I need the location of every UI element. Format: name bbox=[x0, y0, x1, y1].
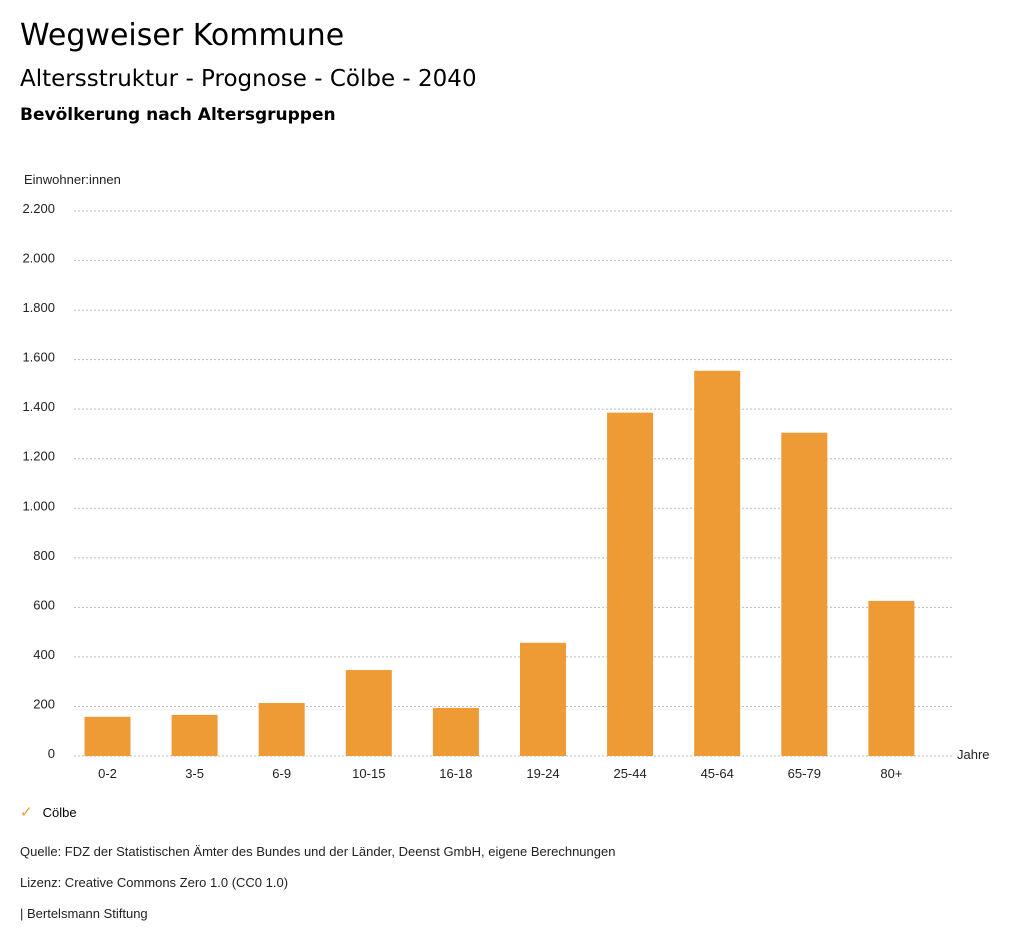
x-tick-label: 80+ bbox=[880, 766, 902, 781]
x-tick-label: 19-24 bbox=[526, 766, 559, 781]
x-tick-label: 6-9 bbox=[272, 766, 291, 781]
page-subtitle: Altersstruktur - Prognose - Cölbe - 2040 bbox=[20, 66, 477, 92]
check-icon: ✓ bbox=[20, 804, 33, 821]
y-tick-label: 2.000 bbox=[22, 251, 55, 266]
y-tick-label: 800 bbox=[33, 548, 55, 563]
bar-10-15[interactable] bbox=[345, 670, 392, 756]
bar-25-44[interactable] bbox=[607, 412, 654, 756]
x-tick-label: 25-44 bbox=[613, 766, 646, 781]
bar-19-24[interactable] bbox=[520, 642, 566, 756]
bar-45-64[interactable] bbox=[694, 370, 741, 756]
y-tick-label: 1.400 bbox=[22, 399, 55, 414]
chart-heading: Bevölkerung nach Altersgruppen bbox=[20, 105, 336, 125]
x-tick-label: 10-15 bbox=[352, 766, 385, 781]
x-axis-label: Jahre bbox=[957, 747, 990, 762]
bar-65-79[interactable] bbox=[781, 432, 828, 756]
y-tick-label: 0 bbox=[48, 746, 55, 761]
x-tick-label: 3-5 bbox=[185, 766, 204, 781]
x-tick-label: 65-79 bbox=[788, 766, 821, 781]
x-tick-label: 16-18 bbox=[439, 766, 472, 781]
y-axis-label: Einwohner:innen bbox=[24, 172, 121, 187]
y-tick-label: 600 bbox=[33, 597, 55, 612]
license-text: Lizenz: Creative Commons Zero 1.0 (CC0 1… bbox=[20, 875, 289, 890]
y-tick-label: 2.200 bbox=[22, 201, 55, 216]
y-tick-label: 1.200 bbox=[22, 449, 55, 464]
x-tick-label: 45-64 bbox=[701, 766, 734, 781]
bar-chart: Einwohner:innen Jahre 0 200 400 600 800 1.000… bbox=[22, 172, 990, 781]
bar-3-5[interactable] bbox=[171, 714, 218, 756]
page-title: Wegweiser Kommune bbox=[20, 18, 345, 53]
source-text: Quelle: FDZ der Statistischen Ämter des … bbox=[20, 844, 616, 859]
bar-0-2[interactable] bbox=[84, 716, 131, 756]
bar-80+[interactable] bbox=[868, 600, 915, 756]
y-tick-label: 1.600 bbox=[22, 350, 55, 365]
y-tick-label: 1.000 bbox=[22, 498, 55, 513]
bar-16-18[interactable] bbox=[432, 707, 479, 756]
publisher-text: | Bertelsmann Stiftung bbox=[20, 906, 148, 921]
y-tick-label: 1.800 bbox=[22, 300, 55, 315]
y-tick-label: 200 bbox=[33, 696, 55, 711]
bar-6-9[interactable] bbox=[258, 702, 305, 756]
legend-label: Cölbe bbox=[42, 804, 77, 820]
legend-item-coelbe[interactable]: ✓ Cölbe bbox=[20, 803, 77, 821]
x-tick-label: 0-2 bbox=[98, 766, 117, 781]
y-tick-label: 400 bbox=[33, 647, 55, 662]
